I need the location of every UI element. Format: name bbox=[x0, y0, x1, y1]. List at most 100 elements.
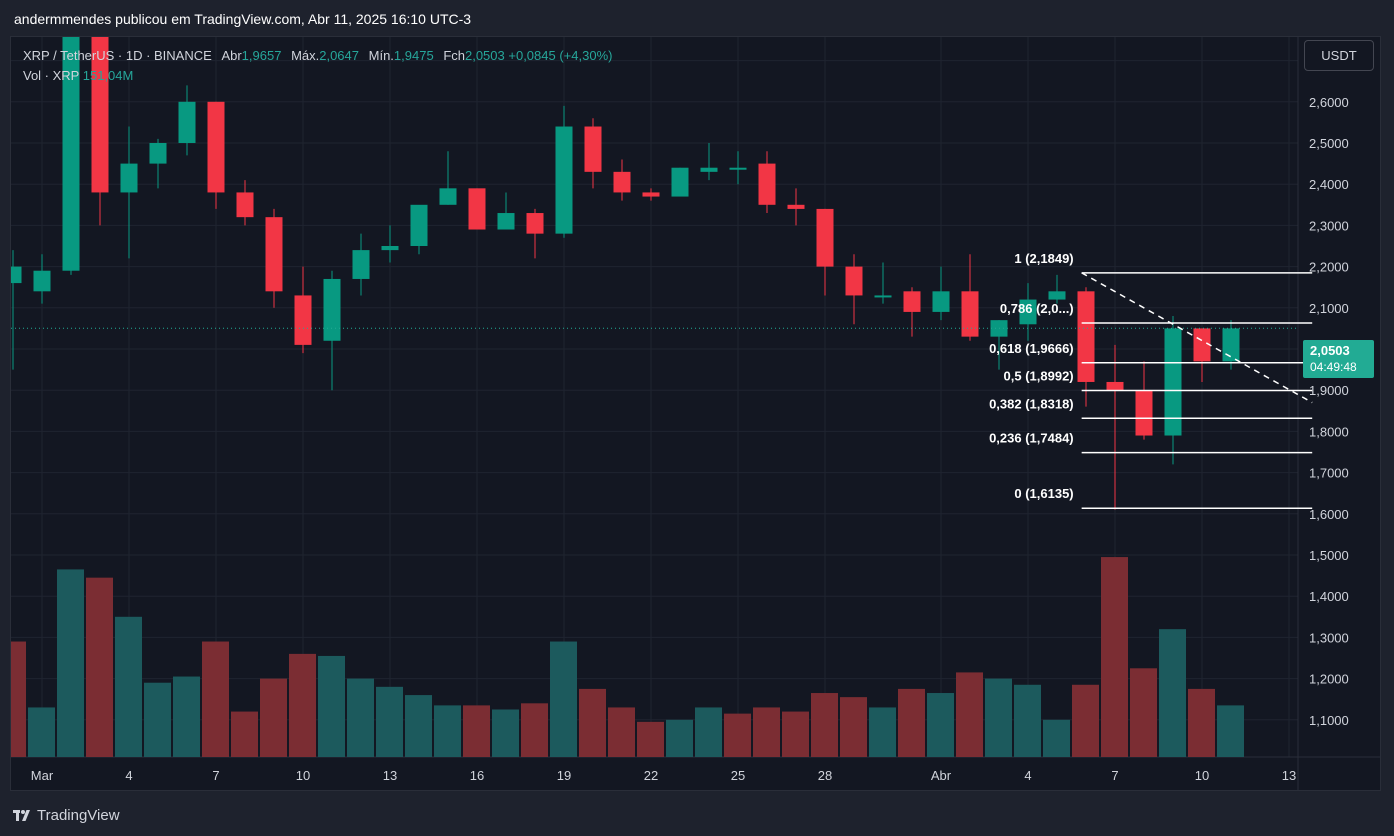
volume-bar bbox=[11, 641, 26, 757]
candle bbox=[120, 126, 138, 259]
volume-bar bbox=[434, 705, 461, 757]
candle-body bbox=[932, 291, 950, 312]
volume-bar bbox=[753, 707, 780, 757]
time-tick-label: 28 bbox=[818, 768, 832, 783]
volume-bar bbox=[521, 703, 548, 757]
candle-body bbox=[294, 295, 312, 345]
candle bbox=[178, 85, 196, 156]
volume-bars bbox=[11, 557, 1244, 757]
publication-caption: andermmendes publicou em TradingView.com… bbox=[14, 11, 472, 27]
fibonacci-retracement: 1 (2,1849) 0,786 (2,0...) 0,618 (1,9666) 0,… bbox=[989, 251, 1313, 509]
candle-body bbox=[323, 278, 341, 341]
tradingview-logo[interactable]: TradingView bbox=[13, 807, 120, 824]
candle bbox=[642, 188, 660, 201]
candlestick-chart[interactable]: 1 (2,1849) 0,786 (2,0...) 0,618 (1,9666) 0,… bbox=[11, 37, 1381, 791]
candle-body bbox=[1019, 299, 1037, 325]
candle-body bbox=[352, 250, 370, 279]
candle bbox=[1048, 274, 1066, 304]
legend-volume-value: 151,04M bbox=[82, 68, 134, 83]
volume-bar bbox=[405, 695, 432, 757]
price-axis: 2,70002,60002,50002,40002,30002,20002,10… bbox=[1309, 54, 1349, 728]
volume-bar bbox=[173, 676, 200, 757]
price-tick-label: 1,7000 bbox=[1309, 466, 1349, 481]
candle bbox=[236, 180, 254, 226]
fib-level-label: 0 (1,6135) bbox=[1014, 486, 1073, 501]
candle bbox=[1077, 287, 1095, 407]
candle-body bbox=[381, 246, 399, 251]
legend-high-value: 2,0647 bbox=[319, 48, 359, 63]
candle-body bbox=[729, 167, 747, 170]
fib-level-label: 1 (2,1849) bbox=[1014, 251, 1073, 266]
volume-bar bbox=[637, 721, 664, 757]
price-tick-label: 1,8000 bbox=[1309, 424, 1349, 439]
candle bbox=[265, 208, 283, 308]
fib-level-label: 0,618 (1,9666) bbox=[989, 341, 1074, 356]
legend-close-value: 2,0503 bbox=[464, 48, 505, 63]
candle-body bbox=[584, 126, 602, 172]
candle-body bbox=[91, 37, 109, 193]
brand-name: TradingView bbox=[37, 807, 120, 824]
candle bbox=[62, 37, 80, 275]
volume-bar bbox=[202, 641, 229, 757]
candle bbox=[11, 250, 22, 370]
legend: XRP / TetherUS · 1D · BINANCE Abr1,9657 … bbox=[23, 46, 612, 86]
candle-body bbox=[120, 163, 138, 193]
candle bbox=[1193, 328, 1211, 382]
volume-bar bbox=[144, 682, 171, 757]
volume-bar bbox=[1217, 705, 1244, 757]
price-tick-label: 2,1000 bbox=[1309, 301, 1349, 316]
time-tick-label: 25 bbox=[731, 768, 745, 783]
currency-button[interactable]: USDT bbox=[1304, 40, 1374, 71]
price-tick-label: 1,1000 bbox=[1309, 713, 1349, 728]
legend-symbol[interactable]: XRP / TetherUS · 1D · BINANCE bbox=[23, 48, 212, 63]
legend-change: +0,0845 (+4,30%) bbox=[508, 48, 613, 63]
volume-bar bbox=[956, 672, 983, 757]
time-tick-label: 13 bbox=[383, 768, 397, 783]
time-tick-label: 7 bbox=[212, 768, 219, 783]
price-tick-label: 1,4000 bbox=[1309, 589, 1349, 604]
candle-body bbox=[816, 208, 834, 267]
candle-body bbox=[236, 192, 254, 218]
price-tick-label: 1,9000 bbox=[1309, 383, 1349, 398]
candle-body bbox=[700, 167, 718, 172]
candle-body bbox=[1106, 381, 1124, 391]
candle bbox=[555, 105, 573, 238]
fib-level-label: 0,5 (1,8992) bbox=[1004, 369, 1074, 384]
volume-bar bbox=[1072, 684, 1099, 757]
volume-bar bbox=[376, 686, 403, 757]
candle bbox=[410, 204, 428, 255]
bar-countdown: 04:49:48 bbox=[1310, 360, 1357, 374]
legend-volume-row: Vol · XRP 151,04M bbox=[23, 66, 612, 86]
trend-line bbox=[1081, 272, 1313, 404]
candle bbox=[903, 287, 921, 337]
volume-bar bbox=[927, 693, 954, 757]
volume-bar bbox=[1159, 629, 1186, 757]
candle bbox=[816, 208, 834, 296]
candle bbox=[845, 254, 863, 325]
candle bbox=[1135, 361, 1153, 440]
candle-body bbox=[787, 204, 805, 209]
fib-level-label: 0,786 (2,0...) bbox=[1000, 301, 1074, 316]
volume-bar bbox=[492, 709, 519, 757]
volume-bar bbox=[1101, 557, 1128, 757]
candle-body bbox=[1048, 291, 1066, 300]
last-price-tag: 2,0503 04:49:48 bbox=[1303, 340, 1374, 378]
candle bbox=[33, 254, 51, 304]
volume-bar bbox=[1014, 684, 1041, 757]
candle bbox=[439, 151, 457, 205]
price-tick-label: 2,6000 bbox=[1309, 95, 1349, 110]
legend-volume-label[interactable]: Vol · XRP bbox=[23, 68, 80, 83]
candle-body bbox=[62, 37, 80, 271]
candle-body bbox=[845, 266, 863, 296]
price-tick-label: 1,5000 bbox=[1309, 548, 1349, 563]
candle bbox=[526, 208, 544, 259]
chart-pane[interactable]: 1 (2,1849) 0,786 (2,0...) 0,618 (1,9666) 0,… bbox=[10, 36, 1381, 791]
price-tick-label: 1,2000 bbox=[1309, 672, 1349, 687]
footer: TradingView bbox=[0, 795, 1394, 836]
candle-body bbox=[1193, 328, 1211, 362]
candle-body bbox=[1222, 328, 1240, 362]
candle bbox=[352, 233, 370, 296]
candle-body bbox=[874, 295, 892, 298]
candle-body bbox=[903, 291, 921, 312]
candle bbox=[584, 118, 602, 189]
